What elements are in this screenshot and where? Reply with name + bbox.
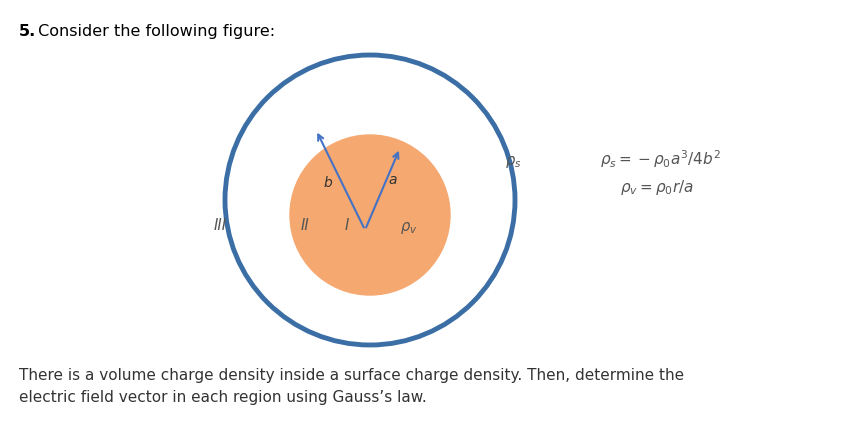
Text: 5.: 5.	[19, 24, 36, 39]
Text: $\rho_v = \rho_0 r/a$: $\rho_v = \rho_0 r/a$	[620, 178, 694, 197]
Text: II: II	[301, 218, 310, 232]
Text: I: I	[345, 218, 349, 232]
Text: Consider the following figure:: Consider the following figure:	[33, 24, 275, 39]
Circle shape	[290, 135, 450, 295]
Text: There is a volume charge density inside a surface charge density. Then, determin: There is a volume charge density inside …	[19, 368, 684, 405]
Text: III: III	[213, 218, 226, 232]
Circle shape	[225, 55, 515, 345]
Text: $\rho_v$: $\rho_v$	[400, 220, 417, 236]
Text: b: b	[323, 176, 332, 190]
Text: a: a	[389, 173, 397, 187]
Text: $\rho_s$: $\rho_s$	[505, 154, 521, 170]
Text: $\rho_s = -\rho_0 a^3/4b^2$: $\rho_s = -\rho_0 a^3/4b^2$	[600, 148, 721, 169]
